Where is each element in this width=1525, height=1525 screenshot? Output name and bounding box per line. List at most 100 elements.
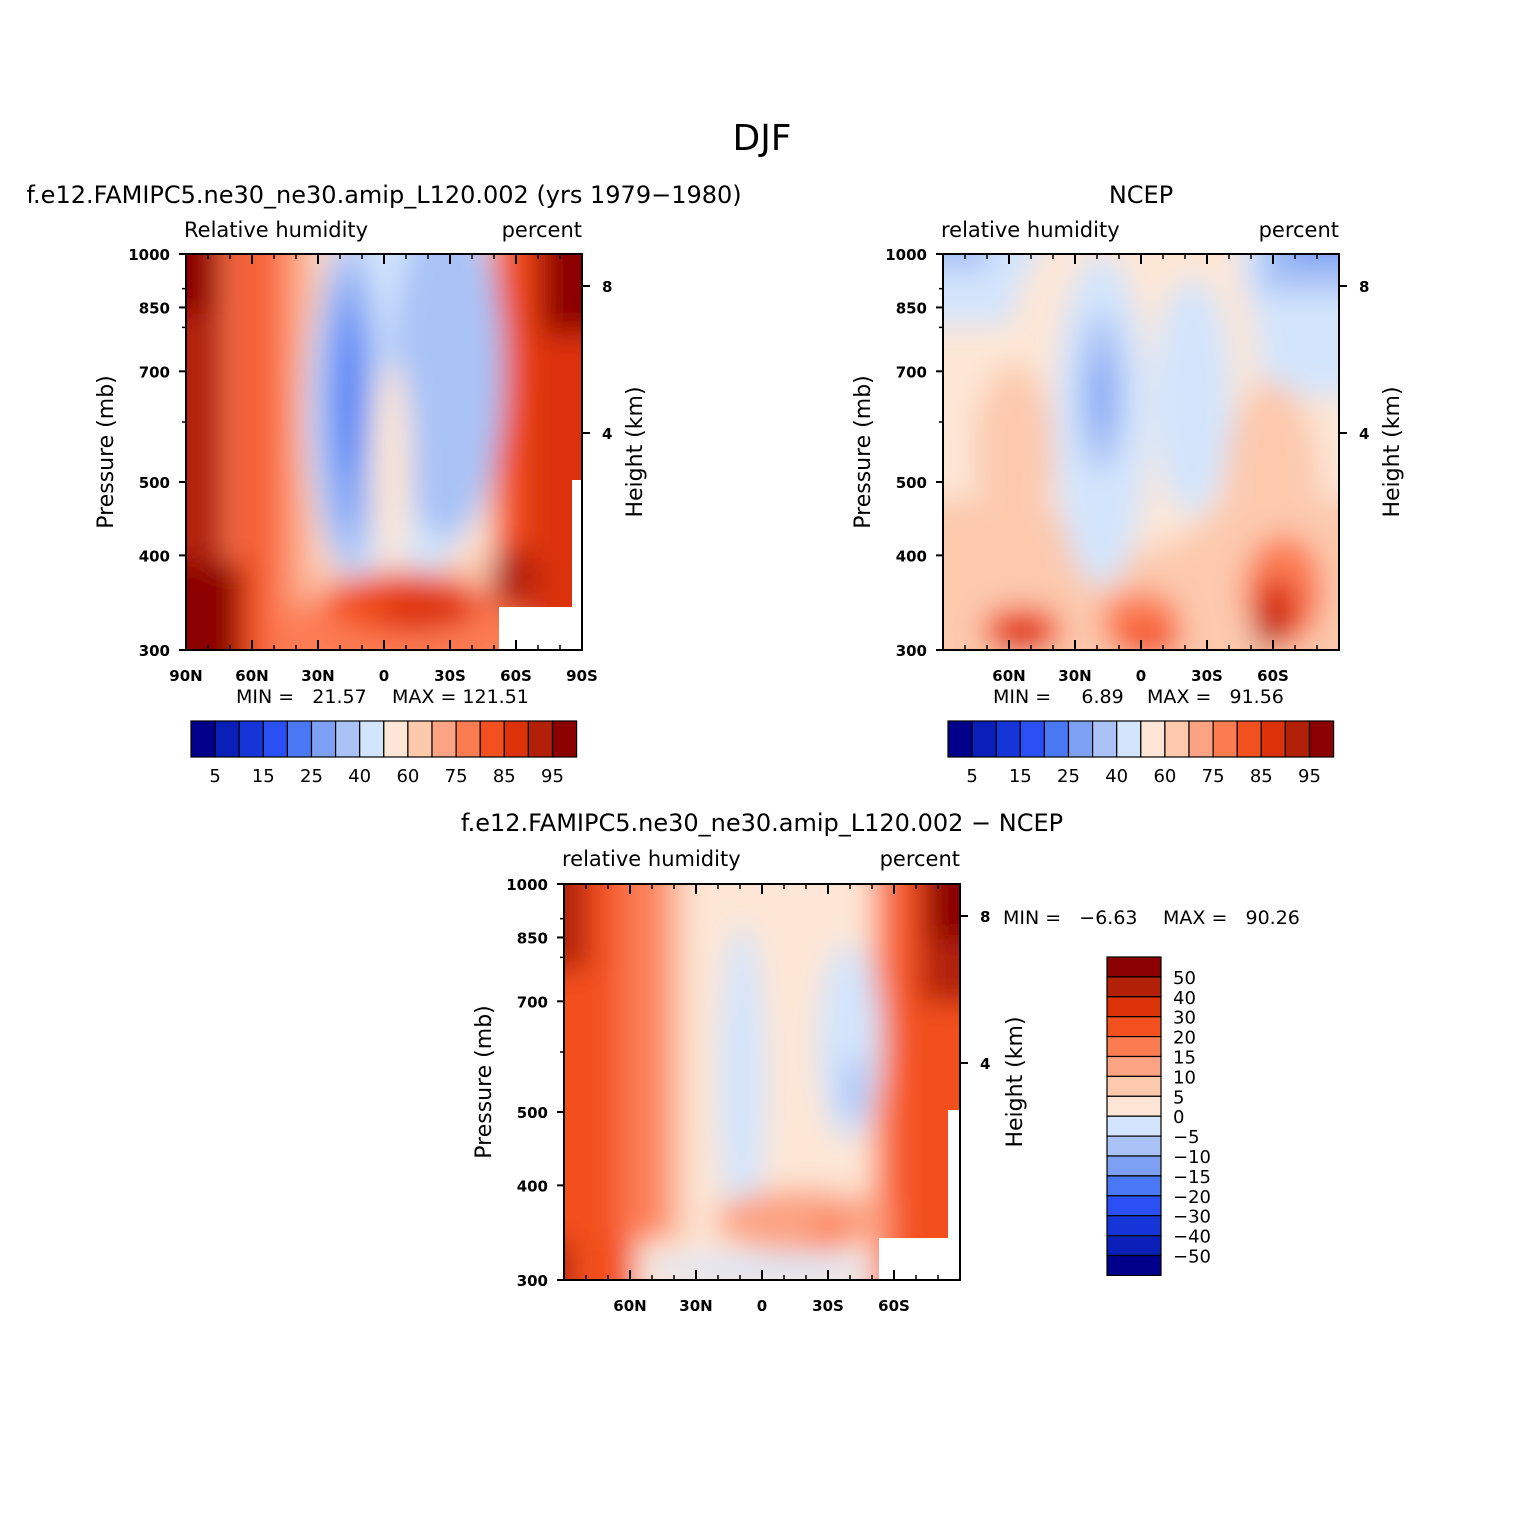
xtick-label: 60S <box>500 667 532 685</box>
contour-region <box>564 1240 572 1280</box>
colorbar-swatch <box>1106 1254 1162 1276</box>
contour-region <box>718 923 766 1241</box>
contour-region <box>974 364 1054 540</box>
contour-region <box>265 254 289 650</box>
colorbar-swatch <box>1019 720 1045 758</box>
colorbar-label: 30 <box>1173 1008 1196 1029</box>
contour-region <box>372 360 412 583</box>
panel-model-left-subtitle: Relative humidity <box>184 218 368 242</box>
colorbar-swatch <box>431 720 457 758</box>
colorbar-label: 40 <box>1173 988 1196 1009</box>
xtick-label: 30S <box>812 1297 844 1315</box>
height-tick-label: 4 <box>602 425 612 443</box>
colorbar-swatch <box>1106 996 1162 1018</box>
ytick-label: 1000 <box>128 246 170 264</box>
colorbar-label: 5 <box>209 766 220 787</box>
colorbar-swatch <box>1116 720 1142 758</box>
contour-region <box>564 884 588 972</box>
colorbar-swatch <box>262 720 288 758</box>
contour-region <box>542 254 582 334</box>
contour-region <box>186 254 210 314</box>
colorbar-label: 40 <box>1105 766 1128 787</box>
panel-difference-contour-field <box>564 884 960 1280</box>
colorbar-swatch <box>310 720 337 758</box>
xtick-label: 0 <box>757 1297 767 1315</box>
panel-ncep-right-subtitle: percent <box>1259 218 1339 242</box>
colorbar-label: 50 <box>1173 968 1196 989</box>
colorbar-swatch <box>479 720 505 758</box>
panel-model-missing-strip <box>572 480 582 607</box>
contour-region <box>1255 610 1280 650</box>
colorbar-label: 5 <box>966 766 977 787</box>
panel-ncep-ylabel: Pressure (mb) <box>851 375 876 529</box>
contour-region <box>1117 626 1181 650</box>
xtick-label: 60S <box>1257 667 1289 685</box>
colorbar-swatch <box>1106 1234 1162 1257</box>
xtick-label: 60N <box>613 1297 646 1315</box>
xtick-label: 30N <box>301 667 334 685</box>
colorbar-label: 75 <box>445 766 468 787</box>
colorbar-label: −20 <box>1173 1187 1211 1208</box>
colorbar-swatch <box>1106 1215 1162 1237</box>
colorbar-swatch <box>190 720 216 758</box>
ytick-label: 300 <box>896 642 927 660</box>
colorbar-swatch <box>1106 1055 1162 1077</box>
xtick-label: 30S <box>1191 667 1223 685</box>
colorbar-swatch <box>1308 720 1335 758</box>
colorbar-swatch <box>1106 1075 1162 1097</box>
figure-title: DJF <box>732 118 791 159</box>
colorbar-swatch <box>286 720 313 758</box>
ytick-label: 300 <box>139 642 170 660</box>
height-tick-label: 8 <box>980 908 990 926</box>
contour-region <box>338 317 359 476</box>
ytick-label: 400 <box>896 547 927 565</box>
xtick-label: 30N <box>1058 667 1091 685</box>
colorbar-label: 25 <box>1057 766 1080 787</box>
colorbar-label: 15 <box>252 766 275 787</box>
colorbar-label: 60 <box>1153 766 1176 787</box>
panel-difference-ylabel: Pressure (mb) <box>472 1005 497 1159</box>
colorbar-swatch <box>1164 720 1190 758</box>
panel-difference-right-subtitle: percent <box>880 847 960 871</box>
xtick-label: 90N <box>169 667 202 685</box>
contour-region <box>643 1256 881 1280</box>
colorbar-swatch <box>335 720 361 758</box>
contour-region <box>998 622 1046 650</box>
colorbar-swatch <box>1091 720 1118 758</box>
colorbar-swatch <box>1106 956 1162 978</box>
ytick-label: 300 <box>517 1272 548 1290</box>
colorbar-label: −5 <box>1173 1127 1200 1148</box>
colorbar-swatch <box>1106 1195 1162 1217</box>
colorbar-swatch <box>455 720 481 758</box>
xtick-label: 30S <box>434 667 466 685</box>
ytick-label: 1000 <box>885 246 927 264</box>
colorbar-label: 60 <box>396 766 419 787</box>
colorbar-label: 10 <box>1173 1067 1196 1088</box>
panel-ncep-contour-field <box>943 254 1339 650</box>
xtick-label: 0 <box>379 667 389 685</box>
ytick-label: 500 <box>896 474 927 492</box>
panel-model-right-subtitle: percent <box>502 218 582 242</box>
contour-region <box>928 884 960 940</box>
panel-difference-left-subtitle: relative humidity <box>562 847 741 871</box>
colorbar-swatch <box>1106 1175 1162 1197</box>
colorbar-swatch <box>947 720 973 758</box>
panel-difference-missing-strip <box>948 1110 960 1238</box>
contour-region <box>391 254 503 540</box>
colorbar-label: 75 <box>1202 766 1225 787</box>
ytick-label: 1000 <box>506 876 548 894</box>
colorbar-label: −10 <box>1173 1147 1211 1168</box>
panel-model-missing-data <box>499 607 582 650</box>
ytick-label: 850 <box>517 929 548 947</box>
contour-region <box>817 943 881 1142</box>
colorbar-label: −30 <box>1173 1207 1211 1228</box>
colorbar-swatch <box>407 720 433 758</box>
colorbar-swatch <box>238 720 264 758</box>
contour-region <box>376 590 472 631</box>
panel-model-title: f.e12.FAMIPC5.ne30_ne30.amip_L120.002 (y… <box>26 181 741 209</box>
contour-region <box>490 547 539 611</box>
colorbar-label: 85 <box>493 766 516 787</box>
panel-model-ylabel-right: Height (km) <box>623 386 648 517</box>
colorbar-swatch <box>1106 1115 1162 1137</box>
